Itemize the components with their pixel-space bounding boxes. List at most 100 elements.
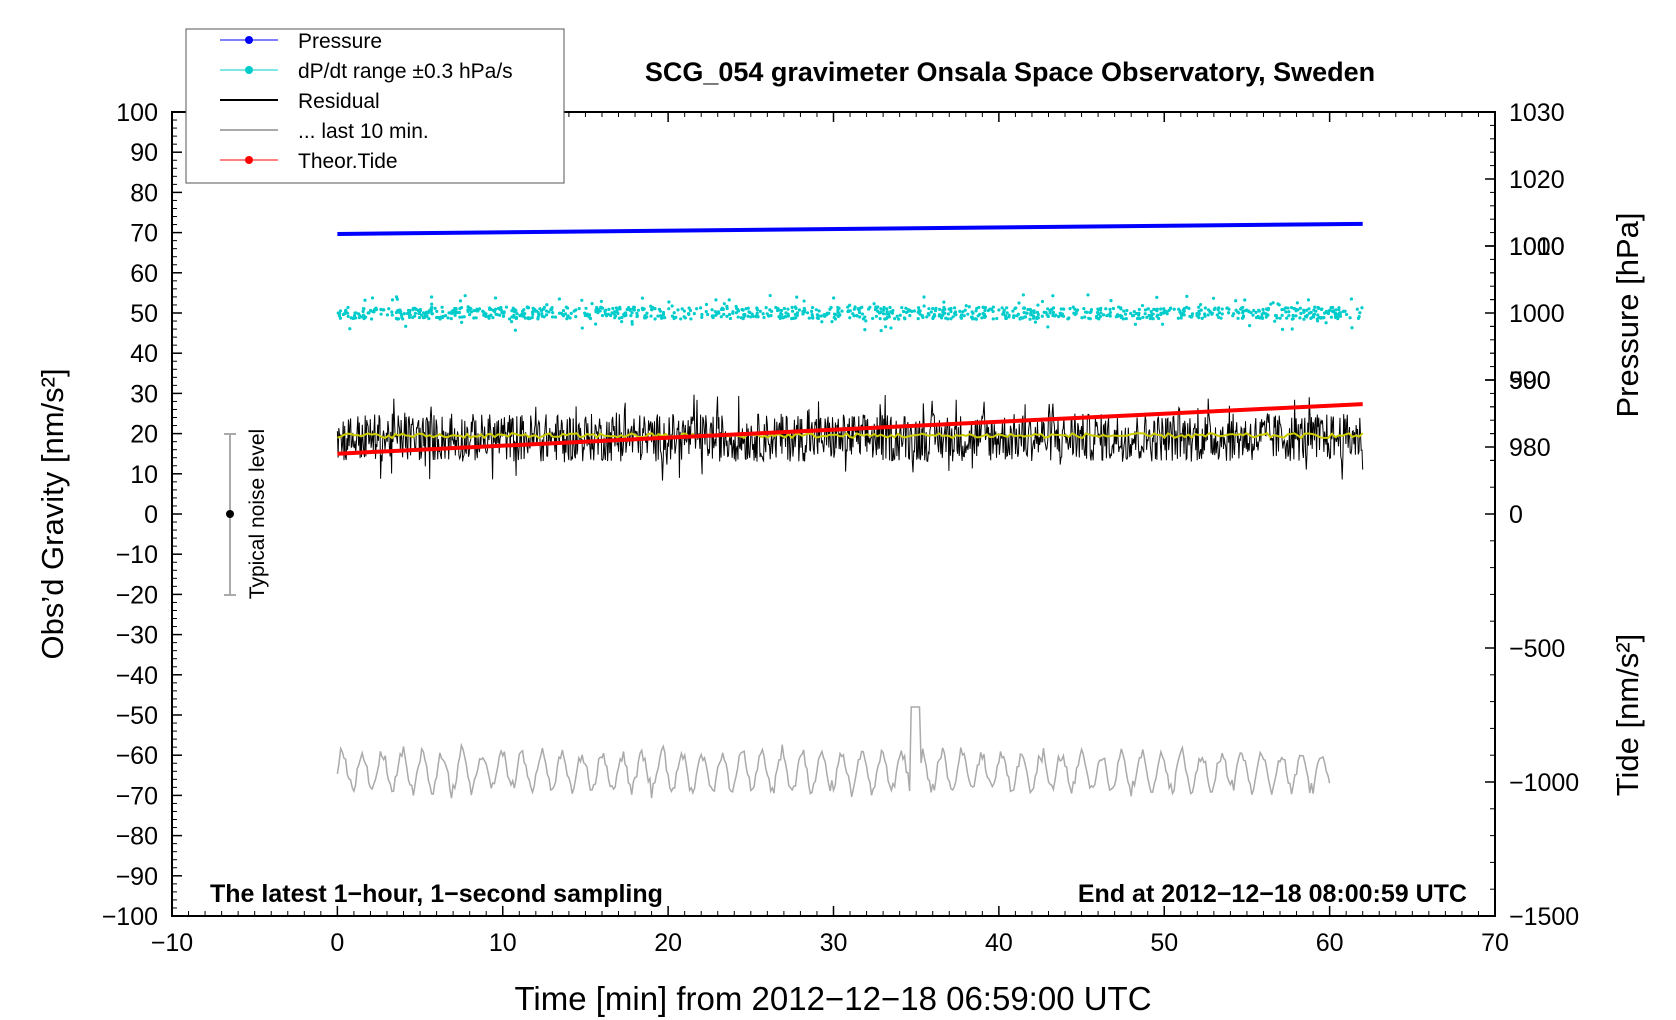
dpdt-point xyxy=(1023,315,1028,319)
dpdt-point xyxy=(1329,315,1333,319)
series-residual-smoothed-line xyxy=(337,431,1364,440)
dpdt-point xyxy=(418,311,422,315)
dpdt-point xyxy=(454,307,458,311)
dpdt-point xyxy=(933,309,938,313)
tide-tick-label: 500 xyxy=(1509,367,1551,395)
dpdt-point xyxy=(1231,314,1235,318)
dpdt-point xyxy=(430,305,434,309)
dpdt-point xyxy=(1137,307,1141,312)
dpdt-point xyxy=(1149,309,1153,314)
dpdt-point xyxy=(1337,306,1341,310)
dpdt-point xyxy=(944,316,948,320)
annotation-end-time: End at 2012−12−18 08:00:59 UTC xyxy=(1078,880,1467,908)
dpdt-point xyxy=(863,327,867,332)
y-left-tick-label: 30 xyxy=(130,380,158,408)
dpdt-point xyxy=(1005,311,1009,315)
dpdt-point xyxy=(706,312,710,317)
dpdt-point xyxy=(1104,307,1108,311)
dpdt-point xyxy=(468,313,472,317)
legend-label: Pressure xyxy=(298,30,382,53)
dpdt-point xyxy=(725,314,729,318)
x-tick-label: 10 xyxy=(489,929,517,957)
dpdt-point xyxy=(343,309,348,313)
dpdt-point xyxy=(481,309,485,313)
dpdt-point xyxy=(561,308,566,313)
dpdt-point xyxy=(441,309,445,314)
dpdt-point xyxy=(1215,313,1219,317)
dpdt-point xyxy=(498,307,502,311)
y-axis-label-left: Obs’d Gravity [nm/s²] xyxy=(35,368,70,659)
dpdt-point xyxy=(1190,314,1194,318)
dpdt-point xyxy=(1011,309,1015,313)
dpdt-point xyxy=(810,305,815,310)
dpdt-point xyxy=(699,306,703,310)
axis-ticks: −10 0 10 20 30 40 50 60 701009080706050403020100… xyxy=(102,99,1580,957)
dpdt-point xyxy=(810,309,814,313)
dpdt-point xyxy=(997,308,1001,312)
dpdt-point xyxy=(438,317,442,321)
dpdt-point xyxy=(1179,316,1183,320)
dpdt-point xyxy=(790,317,794,321)
dpdt-point xyxy=(1299,311,1303,315)
dpdt-point xyxy=(1028,317,1032,321)
dpdt-point xyxy=(547,310,551,314)
dpdt-point xyxy=(1247,324,1252,328)
dpdt-point xyxy=(885,307,889,311)
dpdt-point xyxy=(1096,307,1100,311)
dpdt-point xyxy=(360,315,365,319)
dpdt-point xyxy=(536,311,540,315)
dpdt-point xyxy=(1285,316,1289,320)
dpdt-point xyxy=(986,308,990,313)
dpdt-point xyxy=(551,311,555,315)
dpdt-point xyxy=(885,310,889,314)
dpdt-point xyxy=(855,313,859,318)
dpdt-point xyxy=(960,313,964,317)
dpdt-point xyxy=(1348,316,1352,320)
dpdt-point xyxy=(540,312,544,316)
dpdt-point xyxy=(1254,315,1259,320)
y-left-tick-label: 70 xyxy=(130,220,158,248)
dpdt-point xyxy=(1133,322,1138,326)
dpdt-point xyxy=(513,328,517,332)
dpdt-point xyxy=(636,308,641,312)
dpdt-point xyxy=(491,315,495,320)
dpdt-point xyxy=(1312,315,1316,319)
dpdt-point xyxy=(1159,307,1163,311)
dpdt-point xyxy=(500,311,504,315)
dpdt-point xyxy=(1200,316,1204,320)
dpdt-point xyxy=(943,311,947,315)
dpdt-point xyxy=(557,311,562,315)
dpdt-point xyxy=(1088,310,1092,315)
series-theor-tide-line xyxy=(337,402,1363,456)
dpdt-point xyxy=(755,311,759,315)
pressure-tick-label: 980 xyxy=(1509,434,1551,462)
dpdt-point xyxy=(1148,317,1153,321)
dpdt-point xyxy=(939,316,944,320)
dpdt-point xyxy=(1176,316,1180,320)
dpdt-point xyxy=(734,304,738,309)
dpdt-point xyxy=(1316,313,1320,317)
dpdt-point xyxy=(921,315,925,320)
dpdt-point xyxy=(462,315,466,319)
dpdt-point xyxy=(1116,314,1120,318)
dpdt-point xyxy=(755,308,760,312)
dpdt-point xyxy=(337,314,342,318)
dpdt-point xyxy=(599,299,603,303)
x-tick-label: 70 xyxy=(1481,929,1509,957)
dpdt-point xyxy=(1137,311,1141,315)
dpdt-point xyxy=(891,308,895,313)
dpdt-point xyxy=(367,311,371,315)
dpdt-point xyxy=(549,307,553,311)
pressure-tick-label: 1000 xyxy=(1509,300,1565,328)
dpdt-point xyxy=(349,316,353,320)
dpdt-point xyxy=(626,306,631,310)
dpdt-point xyxy=(541,307,545,311)
x-tick-label: 60 xyxy=(1316,929,1344,957)
dpdt-point xyxy=(1013,306,1017,311)
dpdt-point xyxy=(710,308,714,312)
dpdt-point xyxy=(1241,311,1245,315)
dpdt-point xyxy=(1002,308,1006,312)
dpdt-point xyxy=(710,314,715,318)
dpdt-point xyxy=(408,313,412,317)
dpdt-point xyxy=(510,320,514,324)
